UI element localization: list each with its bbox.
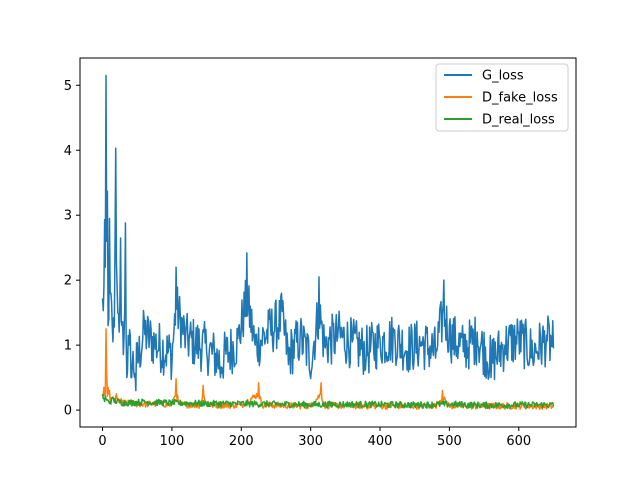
x-tick-label: 200 [229, 434, 254, 449]
y-tick-label: 2 [64, 274, 72, 289]
x-tick-label: 400 [368, 434, 393, 449]
y-tick-label: 5 [64, 79, 72, 94]
plot-area [101, 74, 555, 411]
x-tick-label: 500 [437, 434, 462, 449]
legend: G_loss D_fake_loss D_real_loss [435, 63, 569, 132]
series-line-g-loss [101, 74, 555, 392]
y-tick-label: 0 [64, 404, 72, 419]
x-tick-label: 600 [506, 434, 531, 449]
y-tick-label: 3 [64, 209, 72, 224]
y-tick-label: 4 [64, 144, 72, 159]
x-tick-label: 100 [160, 434, 185, 449]
legend-box [435, 63, 569, 132]
x-tick-label: 300 [298, 434, 323, 449]
plot-frame [79, 57, 577, 428]
legend-label-g-loss: G_loss [482, 69, 524, 84]
legend-label-d-fake-loss: D_fake_loss [482, 91, 558, 106]
y-tick-label: 1 [64, 339, 72, 354]
x-tick-label: 0 [98, 434, 106, 449]
legend-label-d-real-loss: D_real_loss [482, 113, 555, 128]
axes: 0 100 200 300 400 500 600 0 1 2 3 4 5 [64, 57, 577, 449]
series-line-d-real-loss [101, 393, 555, 410]
